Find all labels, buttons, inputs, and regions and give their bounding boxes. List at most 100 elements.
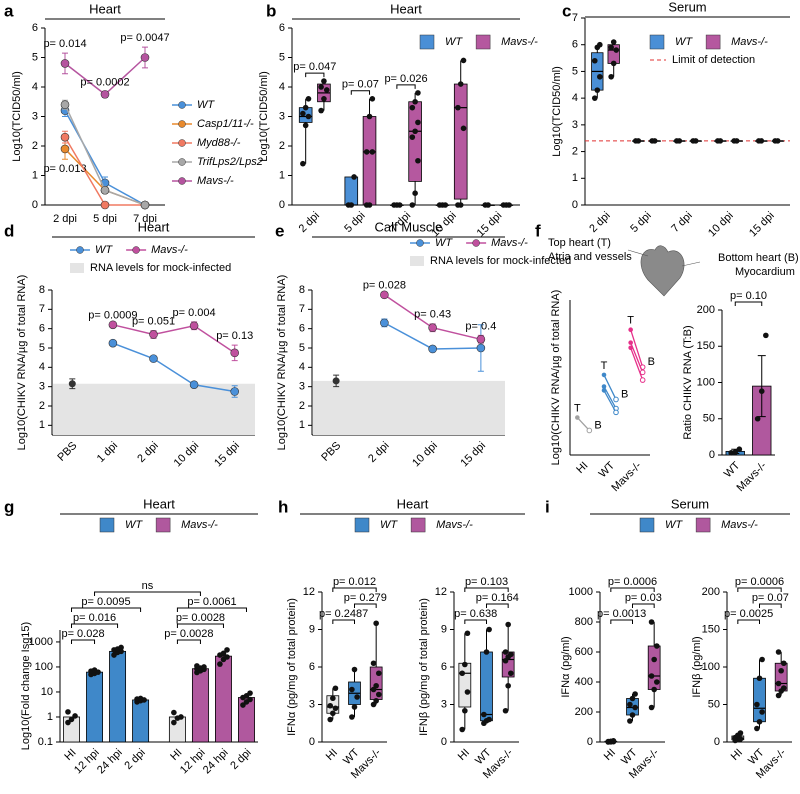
data-point [91,667,98,673]
x-tick-label: HI [574,460,590,476]
data-point [653,643,660,649]
data-point [610,738,617,744]
data-point [189,380,199,390]
heart-icon [627,245,701,297]
data-point [651,138,658,144]
comparison-bracket [332,587,377,592]
x-tick-label: 15 dpi [212,440,242,470]
data-point [332,705,339,712]
data-point [171,709,177,716]
p-value: p= 0.164 [476,592,519,604]
data-point [60,144,70,154]
y-axis-label: IFNβ (pg/ml) [691,636,703,697]
y-tick-label: 8 [39,284,45,296]
legend-swatch [705,34,721,50]
data-point [305,113,312,120]
data-point [409,202,416,208]
data-point [486,716,492,723]
comparison-bracket [396,84,416,89]
p-value: p= 0.279 [344,592,387,604]
y-tick-label: 7 [572,12,578,24]
chart-title: Serum [671,496,709,511]
data-point [189,321,199,331]
legend-label: Limit of detection [672,54,755,66]
comparison-bracket [350,90,371,95]
y-tick-label: 1 [32,169,38,181]
legend-swatch [695,517,711,533]
data-point [380,318,389,328]
y-tick-label: 1 [47,711,53,723]
y-axis-label: IFNβ (pg/mg of total protein) [418,598,430,736]
data-point [349,686,355,693]
y-tick-label: 7 [39,303,45,315]
legend-label: Mavs-/- [501,36,538,48]
panel-letter: a [4,1,14,20]
slope-line [630,347,644,381]
data-point [754,701,760,708]
comparison-bracket [176,607,247,612]
data-point [321,78,327,84]
legend-marker [178,120,186,128]
data-point [483,649,490,655]
bar [109,650,127,743]
p-value: p= 0.012 [333,576,376,588]
data-point [732,449,739,455]
data-point [505,621,511,628]
data-point [194,663,200,669]
x-tick-label: 2 dpi [587,210,612,235]
p-value: p= 0.0006 [735,576,784,588]
y-tick-label: 4 [39,361,45,373]
legend-label: Mavs-/- [197,175,234,187]
p-value: p= 0.0095 [81,596,130,608]
legend-label: WT [665,519,683,531]
y-tick-label: 5 [279,51,285,63]
data-point [415,119,421,126]
annotation: Myocardium [735,266,795,278]
data-point [481,711,487,718]
data-point [754,725,760,732]
x-tick-label: 5 dpi [93,213,117,225]
y-tick-label: 6 [441,661,447,673]
x-tick-label: HI [62,747,78,763]
legend-swatch [475,34,491,50]
top-point [601,384,607,389]
data-point [759,656,765,663]
p-value: p= 0.026 [384,73,427,85]
mock-band [313,380,505,435]
p-value: p= 0.13 [216,330,253,342]
x-tick-label: PBS [319,440,343,464]
data-point [459,726,466,733]
comparison-bracket [737,587,782,592]
data-point [230,348,239,358]
data-point [247,696,253,703]
data-point [224,647,230,653]
legend-swatch [70,263,84,273]
comparison-bracket [176,639,201,644]
slope-line [603,390,617,413]
data-point [412,190,418,196]
y-tick-label: 100 [697,376,715,388]
data-point [717,138,724,144]
data-point [60,59,70,68]
comparison-bracket [354,603,377,608]
data-point [118,644,124,651]
p-value: ns [142,580,154,592]
chart-title: Serum [668,0,706,14]
data-point [305,96,312,102]
data-point [758,138,765,144]
y-tick-label: 7 [299,303,305,315]
legend-label: Casp1/11-/- [197,118,254,130]
data-point [351,666,358,673]
legend-label: Mavs-/- [436,519,473,531]
top-point [628,327,633,333]
x-tick-label: 1 dpi [95,440,120,465]
y-tick-label: 6 [299,323,305,335]
bar [132,699,150,743]
data-point [108,338,118,348]
data-point [366,202,373,208]
data-point [464,630,471,637]
mock-point [332,377,340,385]
box-body [408,101,422,182]
p-value: p= 0.0028 [176,612,225,624]
legend-swatch [649,34,665,50]
